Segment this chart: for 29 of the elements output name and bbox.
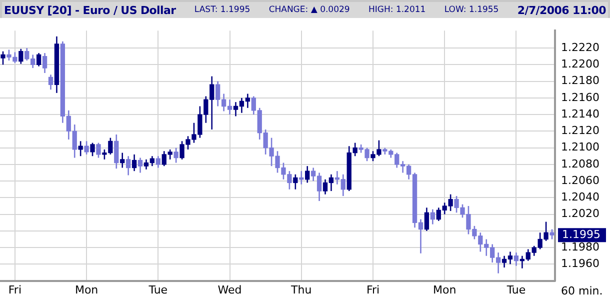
x-tick-label: Tue [148, 283, 168, 296]
y-tick-label: 1.2100 [561, 140, 600, 154]
y-tick-label: 1.2060 [561, 174, 600, 187]
y-tick-label: 1.2140 [561, 107, 600, 120]
y-tick-label: 1.2200 [561, 58, 600, 71]
x-tick-label: Wed [218, 283, 242, 296]
y-tick-label: 1.2080 [561, 157, 600, 170]
y-tick-label: 1.2220 [561, 40, 600, 54]
text: CHANGE: ▲ 0.0029 [268, 5, 350, 15]
text: 2/7/2006 11:00 [517, 4, 607, 16]
y-tick-label: 1.2180 [561, 74, 600, 88]
y-tick-label: 1.2120 [561, 124, 600, 138]
x-tick-label: Tue [506, 283, 526, 296]
y-tick-label: 1.2160 [561, 90, 600, 104]
text: LAST: 1.1995 [194, 5, 250, 15]
text: 1.1995 [562, 228, 600, 241]
x-axis-title: 60 min. [561, 284, 603, 298]
x-tick-label: Mon [433, 283, 456, 296]
y-tick-label: 1.2040 [561, 190, 600, 204]
x-tick-label: Thu [290, 283, 312, 296]
x-tick-label: Fri [8, 283, 22, 296]
y-tick-label: 1.1980 [561, 240, 600, 254]
chart-title: EUUSY [20] - Euro / US Dollar [3, 4, 176, 16]
text: HIGH: 1.2011 [368, 5, 426, 15]
y-tick-label: 1.2020 [561, 207, 600, 220]
x-tick-label: Fri [366, 283, 380, 296]
y-tick-label: 1.1960 [561, 257, 600, 270]
text: LOW: 1.1955 [444, 5, 499, 15]
x-tick-label: Mon [74, 283, 98, 296]
